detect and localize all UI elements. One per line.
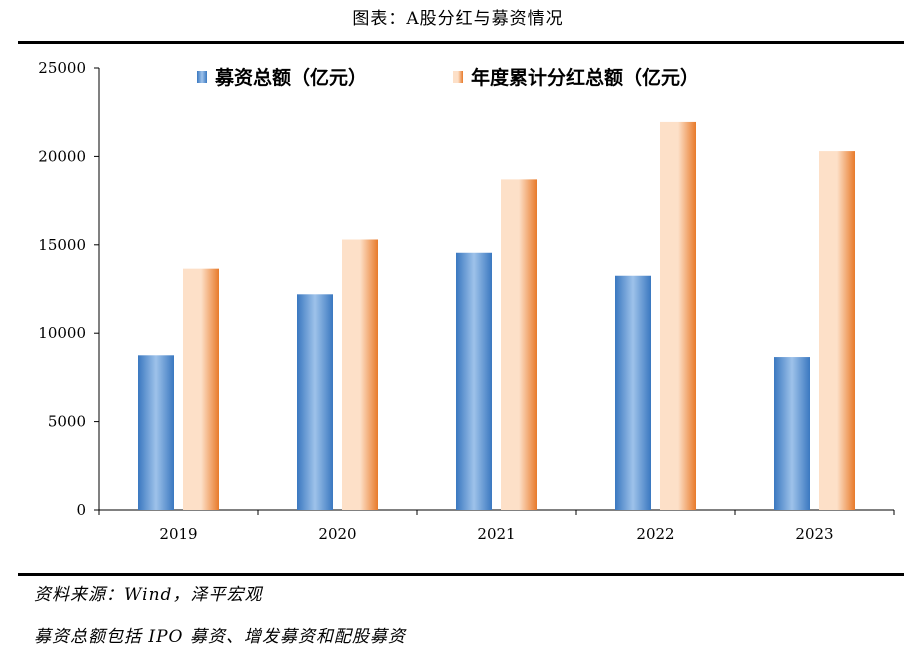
bar-fundraising-2019 <box>138 355 174 510</box>
x-tick-label: 2020 <box>318 525 356 543</box>
y-tick-label: 0 <box>76 501 86 519</box>
bar-fundraising-2023 <box>774 357 810 510</box>
legend-fundraising-swatch <box>197 71 207 83</box>
bar-fundraising-2022 <box>615 275 651 510</box>
bar-dividend-2021 <box>501 179 537 510</box>
x-tick-label: 2022 <box>636 525 674 543</box>
chart-title: 图表：A股分红与募资情况 <box>352 9 564 29</box>
bar-dividend-2023 <box>819 151 855 510</box>
bar-fundraising-2020 <box>297 294 333 510</box>
bar-dividend-2020 <box>342 239 378 510</box>
y-tick-label: 15000 <box>38 236 86 254</box>
x-tick-label: 2023 <box>795 525 833 543</box>
bar-dividend-2022 <box>660 121 696 510</box>
x-tick-label: 2019 <box>159 525 197 543</box>
top-rule <box>18 41 904 44</box>
x-tick-label: 2021 <box>477 525 515 543</box>
bottom-rule <box>18 573 904 576</box>
y-tick-label: 20000 <box>38 147 86 165</box>
legend-dividend-swatch <box>453 71 463 83</box>
description-note: 募资总额包括 IPO 募资、增发募资和配股募资 <box>34 627 406 647</box>
y-tick-label: 10000 <box>38 324 86 342</box>
source-note: 资料来源：Wind，泽平宏观 <box>34 585 263 605</box>
y-tick-label: 5000 <box>48 413 86 431</box>
y-tick-label: 25000 <box>38 59 86 77</box>
bar-fundraising-2021 <box>456 252 492 511</box>
bar-dividend-2019 <box>183 268 219 510</box>
legend-dividend-label: 年度累计分红总额（亿元） <box>471 66 699 89</box>
legend-fundraising-label: 募资总额（亿元） <box>214 66 367 89</box>
